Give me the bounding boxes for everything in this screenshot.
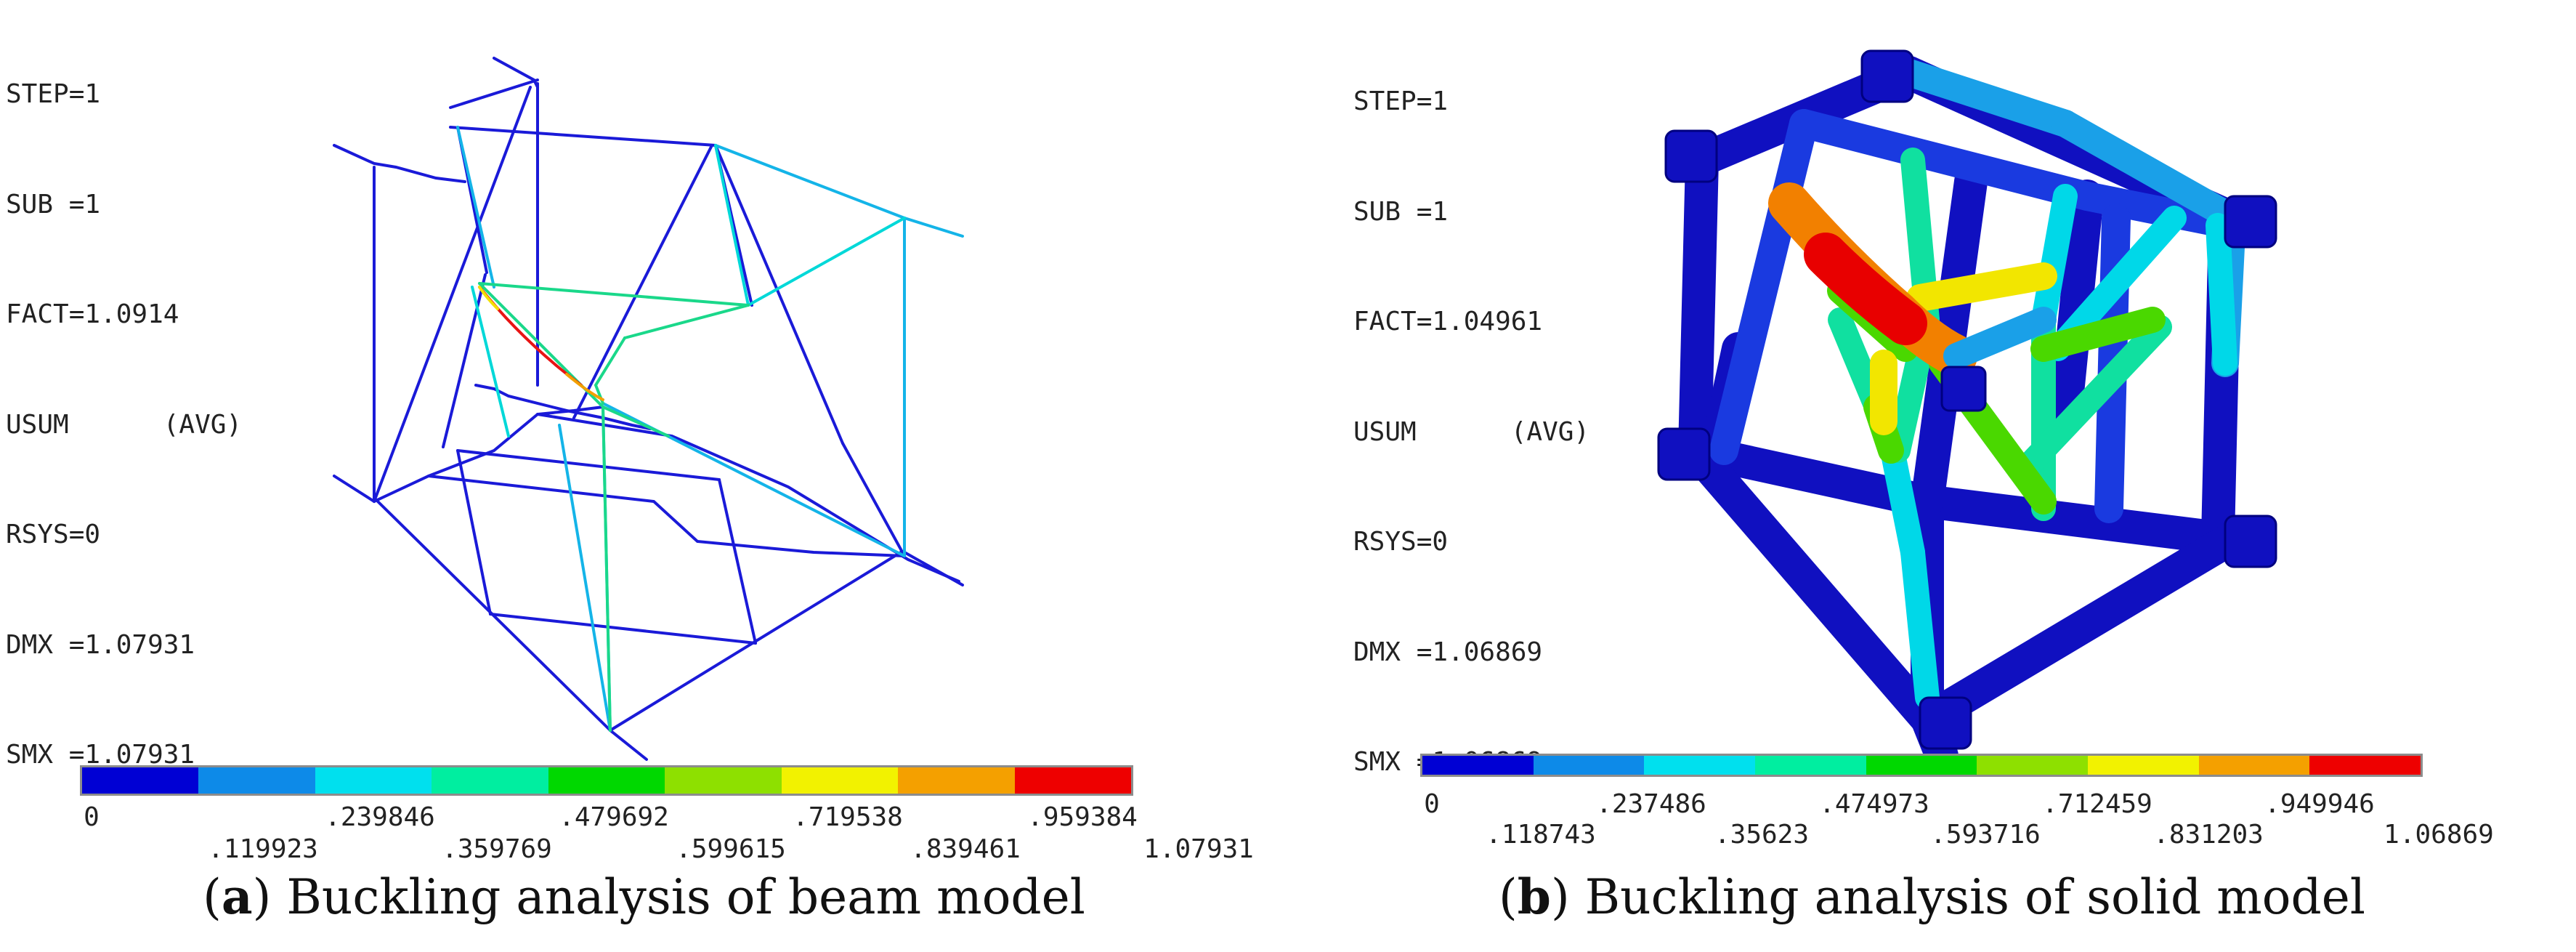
caption-letter: b	[1517, 868, 1551, 925]
legend-tick-lower: .599615	[676, 834, 786, 864]
legend-tick-upper: 0	[1424, 789, 1440, 819]
legend-swatch	[898, 767, 1015, 794]
legend-swatch	[1755, 756, 1866, 775]
legend-tick-upper: .474973	[1819, 789, 1929, 819]
legend-tick-lower: .831203	[2153, 820, 2264, 850]
legend-tick-lower: .359769	[442, 834, 552, 864]
buckled-member-red	[1804, 233, 1927, 345]
info-line-step: STEP=1	[6, 79, 101, 109]
info-line-usum: USUM (AVG)	[1353, 416, 1590, 447]
legend-tick-upper: .712459	[2042, 789, 2152, 819]
info-line-sub: SUB =1	[1353, 196, 1449, 227]
legend-tick-upper: .959384	[1027, 802, 1138, 832]
caption-b: (b) Buckling analysis of solid model	[1499, 868, 2365, 925]
end-lugs	[1657, 49, 2277, 750]
legend-swatch	[1977, 756, 2089, 775]
legend-swatch	[781, 767, 899, 794]
color-legend-bar	[80, 765, 1133, 796]
caption-a: (a) Buckling analysis of beam model	[203, 868, 1085, 925]
beam-members-green	[478, 282, 750, 732]
color-legend-bar	[1420, 754, 2423, 777]
beam-members-mid	[456, 126, 964, 732]
legend-swatch	[1422, 756, 1534, 775]
legend-tick-upper: .237486	[1596, 789, 1706, 819]
legend-swatch	[1644, 756, 1756, 775]
beam-members-low	[333, 57, 964, 761]
legend-tick-lower: .119923	[208, 834, 318, 864]
legend-tick-lower: .593716	[1930, 820, 2041, 850]
legend-tick-lower: .118743	[1486, 820, 1596, 850]
info-line-rsys: RSYS=0	[1353, 527, 1449, 557]
info-line-fact: FACT=1.0914	[6, 299, 179, 329]
legend-swatch	[1533, 756, 1645, 775]
legend-swatch	[432, 767, 548, 794]
info-line-step: STEP=1	[1353, 86, 1449, 116]
solid-members-yellow	[1870, 262, 2057, 435]
legend-swatch	[1014, 767, 1131, 794]
beam-members-cyan	[471, 144, 906, 437]
legend-swatch	[82, 767, 199, 794]
legend-tick-lower: .35623	[1714, 820, 1810, 850]
legend-tick-lower: 1.06869	[2383, 820, 2494, 850]
info-line-sub: SUB =1	[6, 189, 101, 219]
legend-tick-lower: 1.07931	[1143, 834, 1254, 864]
legend-tick-upper: .239846	[325, 802, 435, 832]
legend-tick-upper: .949946	[2264, 789, 2375, 819]
legend-swatch	[548, 767, 665, 794]
info-line-usum: USUM (AVG)	[6, 409, 243, 440]
caption-text: ) Buckling analysis of beam model	[252, 869, 1085, 925]
legend-tick-upper: .479692	[559, 802, 669, 832]
legend-tick-upper: 0	[84, 802, 100, 832]
legend-swatch	[315, 767, 432, 794]
info-line-dmx: DMX =1.07931	[6, 629, 195, 660]
info-line-smx: SMX =1.07931	[6, 740, 195, 770]
caption-letter: a	[221, 868, 253, 925]
legend-swatch	[665, 767, 782, 794]
legend-swatch	[2309, 756, 2421, 775]
legend-swatch	[2088, 756, 2199, 775]
beam-model-plot	[333, 57, 964, 761]
panel-beam-model: STEP=1 SUB =1 FACT=1.0914 USUM (AVG) RSY…	[6, 3, 1254, 925]
legend-swatch	[1866, 756, 1977, 775]
legend-tick-upper: .719538	[793, 802, 903, 832]
legend-swatch	[198, 767, 315, 794]
legend-swatch	[2198, 756, 2310, 775]
panel-solid-model: STEP=1 SUB =1 FACT=1.04961 USUM (AVG) RS…	[1288, 0, 2576, 952]
info-line-dmx: DMX =1.06869	[1353, 637, 1543, 667]
result-info-block: STEP=1 SUB =1 FACT=1.0914 USUM (AVG) RSY…	[6, 3, 242, 847]
info-line-rsys: RSYS=0	[6, 520, 101, 549]
info-line-fact: FACT=1.04961	[1353, 307, 1543, 336]
solid-model-plot	[1657, 49, 2277, 773]
legend-tick-lower: .839461	[910, 834, 1021, 864]
caption-text: ) Buckling analysis of solid model	[1550, 869, 2365, 925]
